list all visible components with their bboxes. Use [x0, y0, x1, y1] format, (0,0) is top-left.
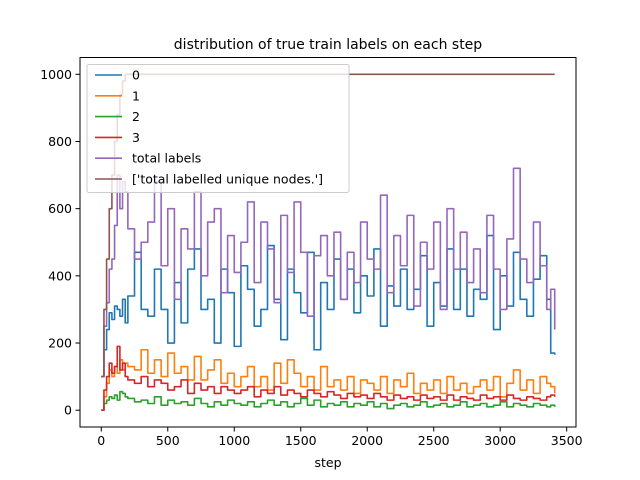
legend-label-2: 2 — [132, 109, 140, 124]
series-line-4 — [101, 167, 556, 378]
x-tick-label: 1000 — [218, 433, 250, 448]
series-line-2 — [101, 390, 556, 411]
x-tick-label: 0 — [97, 433, 105, 448]
x-tick-label: 2000 — [351, 433, 383, 448]
chart-title: distribution of true train labels on eac… — [174, 37, 482, 53]
x-tick-label: 3500 — [551, 433, 583, 448]
series-line-1 — [101, 348, 556, 411]
y-tick-label: 600 — [48, 201, 72, 216]
legend-label-5: ['total labelled unique nodes.'] — [132, 172, 323, 187]
series-line-3 — [101, 345, 556, 411]
legend-label-4: total labels — [132, 151, 201, 166]
x-tick-label: 1500 — [285, 433, 317, 448]
x-tick-label: 2500 — [418, 433, 450, 448]
axes-layer — [79, 57, 577, 428]
y-ticks: 0 200 400 600 800 1000 — [40, 67, 80, 418]
plot-frame — [79, 57, 577, 428]
x-axis-label: step — [314, 455, 341, 470]
legend-box — [86, 64, 350, 193]
legend-label-1: 1 — [132, 88, 140, 103]
x-tick-label: 500 — [156, 433, 180, 448]
y-tick-label: 800 — [48, 134, 72, 149]
legend-label-0: 0 — [132, 68, 140, 83]
legend: 0 1 2 3 total labels ['total labelled unique … — [86, 64, 350, 193]
y-tick-label: 0 — [64, 403, 72, 418]
y-tick-label: 400 — [48, 268, 72, 283]
y-tick-label: 200 — [48, 336, 72, 351]
legend-label-3: 3 — [132, 130, 140, 145]
y-tick-label: 1000 — [40, 67, 72, 82]
x-tick-label: 3000 — [484, 433, 516, 448]
x-ticks: 0 500 1000 1500 2000 2500 3000 3500 — [97, 427, 583, 448]
